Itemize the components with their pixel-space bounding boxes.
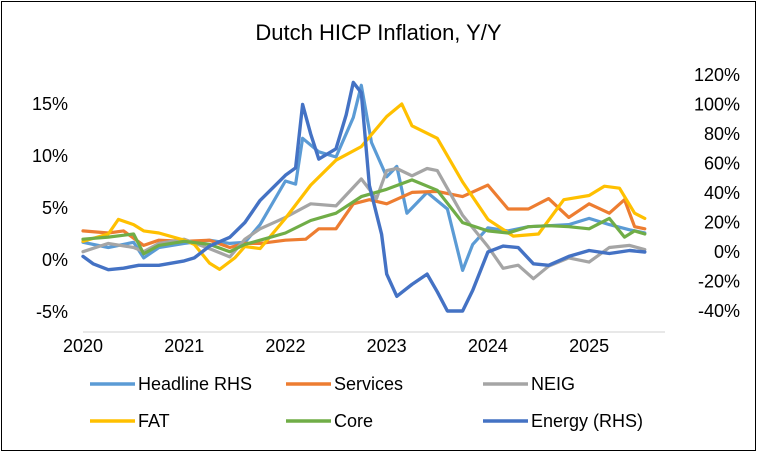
legend-label-headline-rhs: Headline RHS [138, 374, 252, 394]
series-line-fat [81, 102, 647, 271]
right-tick-label: 60% [704, 154, 740, 174]
left-tick-label: -5% [36, 302, 68, 322]
x-tick-label: 2023 [367, 336, 407, 356]
x-tick-label: 2024 [468, 336, 508, 356]
legend-label-energy-rhs: Energy (RHS) [531, 411, 643, 431]
x-tick-label: 2021 [164, 336, 204, 356]
chart-title: Dutch HICP Inflation, Y/Y [255, 20, 502, 45]
legend-label-core: Core [334, 411, 373, 431]
left-axis-ticks: 15% 10% 5% 0% -5% [32, 94, 68, 322]
right-tick-label: -40% [698, 301, 740, 321]
left-tick-label: 0% [42, 250, 68, 270]
series-line-energy-rhs [81, 80, 647, 313]
left-tick-label: 10% [32, 146, 68, 166]
series-group [81, 80, 647, 313]
x-tick-label: 2020 [63, 336, 103, 356]
series-line-core [81, 178, 647, 256]
legend-label-neig: NEIG [531, 374, 575, 394]
legend: Headline RHS Services NEIG FAT Core Energy (R… [90, 374, 643, 431]
right-tick-label: 100% [694, 95, 740, 115]
right-tick-label: -20% [698, 272, 740, 292]
legend-label-fat: FAT [138, 411, 170, 431]
x-tick-label: 2025 [569, 336, 609, 356]
x-tick-label: 2022 [265, 336, 305, 356]
left-tick-label: 5% [42, 198, 68, 218]
legend-label-services: Services [334, 374, 403, 394]
right-tick-label: 0% [714, 242, 740, 262]
right-tick-label: 20% [704, 213, 740, 233]
right-tick-label: 80% [704, 124, 740, 144]
right-axis-ticks: 120% 100% 80% 60% 40% 20% 0% -20% -40% [694, 65, 740, 321]
left-tick-label: 15% [32, 94, 68, 114]
right-tick-label: 120% [694, 65, 740, 85]
right-tick-label: 40% [704, 183, 740, 203]
x-axis-ticks: 2020 2021 2022 2023 2024 2025 [63, 336, 609, 356]
